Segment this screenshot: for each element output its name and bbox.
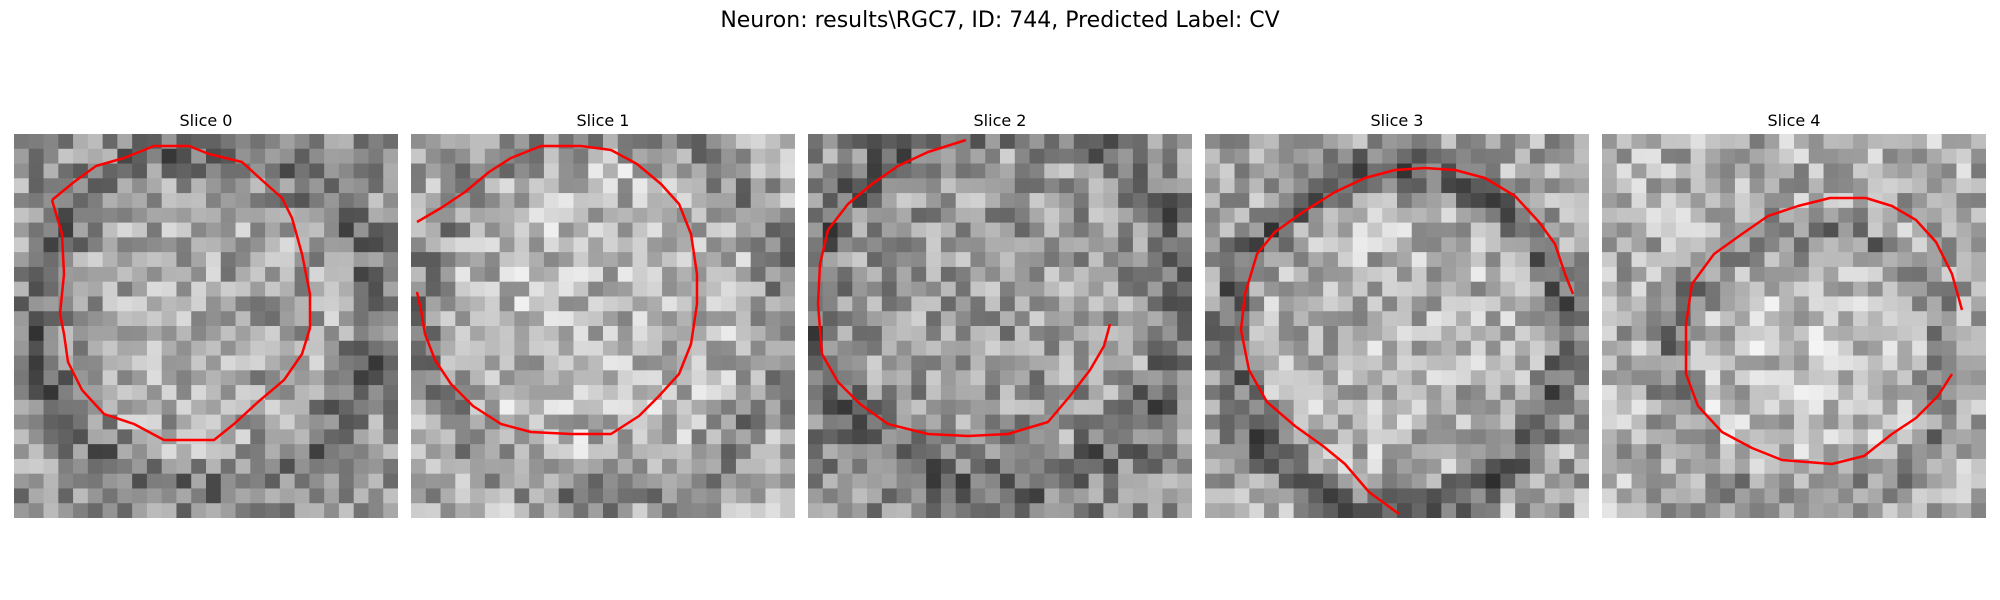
slice-title-1: Slice 1 xyxy=(576,111,630,130)
slice-image-2 xyxy=(808,134,1192,518)
contour-line-2 xyxy=(816,138,1112,438)
slice-title-4: Slice 4 xyxy=(1767,111,1821,130)
slice-panel-0: Slice 0 xyxy=(14,110,398,518)
slice-image-0 xyxy=(14,134,398,518)
slice-panel-4: Slice 4 xyxy=(1602,110,1986,518)
slice-image-4 xyxy=(1602,134,1986,518)
slice-panel-1: Slice 1 xyxy=(411,110,795,518)
figure-title: Neuron: results\RGC7, ID: 744, Predicted… xyxy=(720,8,1280,33)
contour-line-3 xyxy=(1239,166,1575,516)
slice-image-3 xyxy=(1205,134,1589,518)
contour-line-0 xyxy=(50,144,312,442)
slice-image-1 xyxy=(411,134,795,518)
slice-title-0: Slice 0 xyxy=(179,111,233,130)
slice-title-3: Slice 3 xyxy=(1370,111,1424,130)
contour-line-4 xyxy=(1684,196,1964,466)
slice-panel-2: Slice 2 xyxy=(808,110,1192,518)
contour-line-1 xyxy=(415,144,699,436)
slice-title-2: Slice 2 xyxy=(973,111,1027,130)
slice-panel-3: Slice 3 xyxy=(1205,110,1589,518)
